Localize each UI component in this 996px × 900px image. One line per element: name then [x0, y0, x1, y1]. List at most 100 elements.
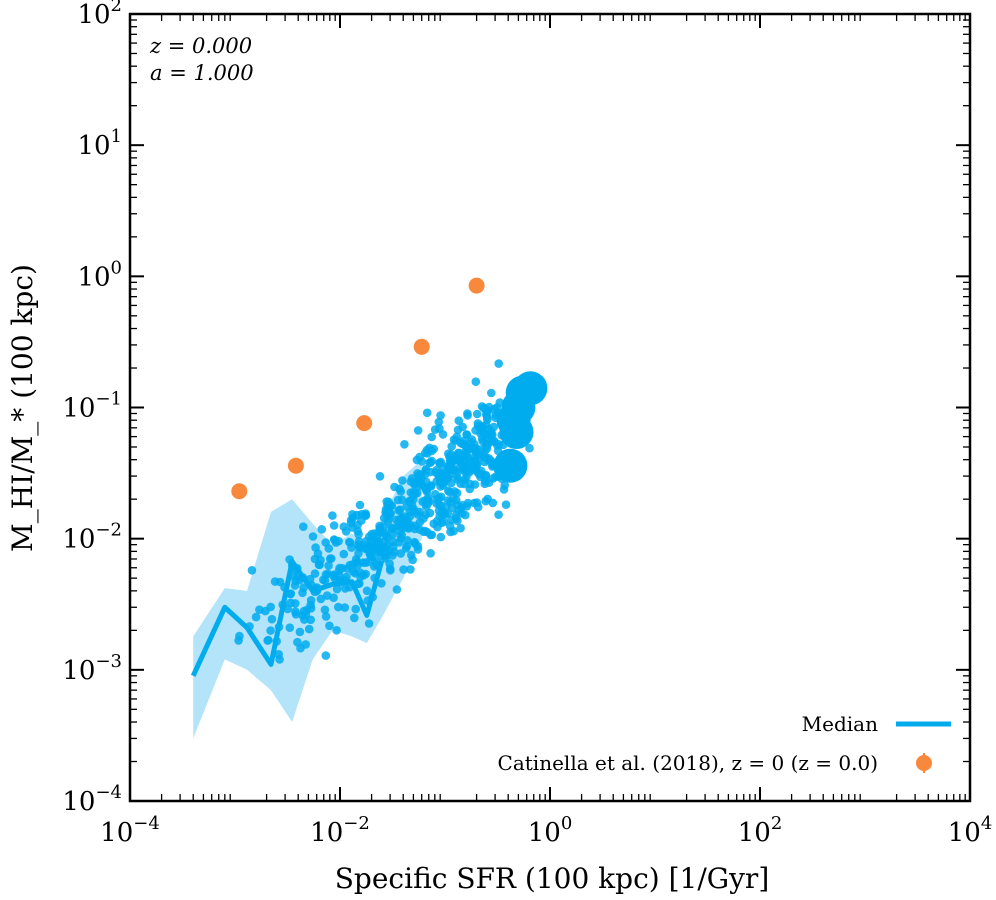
- scatter-point: [415, 525, 425, 534]
- scatter-point: [425, 458, 434, 468]
- legend: Median Catinella et al. (2018), z = 0 (z…: [498, 712, 951, 775]
- scatter-point: [405, 507, 415, 517]
- scatter-point: [422, 408, 432, 418]
- scatter-point: [477, 402, 487, 411]
- scatter-point: [417, 457, 427, 466]
- scatter-point: [448, 503, 457, 513]
- y-tick-label: 101: [77, 126, 122, 161]
- scatter-point: [447, 442, 457, 451]
- scatter-point: [461, 510, 470, 520]
- scatter-point: [499, 485, 509, 494]
- scatter-point: [437, 518, 447, 528]
- scatter-point: [436, 482, 445, 491]
- large-point: [493, 448, 528, 483]
- scatter-point: [418, 497, 427, 507]
- scatter-point: [354, 543, 364, 552]
- scatter-point: [436, 532, 446, 542]
- observation-point: [468, 277, 485, 294]
- x-tick-label: 102: [738, 813, 783, 848]
- legend-observation-label: Catinella et al. (2018), z = 0 (z = 0.0): [498, 751, 878, 775]
- scatter-point: [489, 422, 499, 432]
- scatter-point: [427, 432, 437, 442]
- scatter-point: [443, 496, 453, 505]
- scatter-point: [340, 603, 350, 612]
- scatter-point: [452, 495, 461, 505]
- scatter-point: [395, 538, 404, 547]
- scatter-point: [463, 453, 472, 463]
- scatter-point: [339, 549, 349, 559]
- scatter-point: [476, 445, 486, 455]
- scatter-point: [350, 613, 359, 623]
- scatter-point: [346, 515, 356, 525]
- scatter-point: [466, 466, 475, 475]
- observation-point: [287, 457, 304, 474]
- scatter-point: [323, 569, 333, 578]
- scatter-point: [355, 568, 365, 577]
- scatter-point: [266, 602, 276, 612]
- scatter-point: [397, 495, 407, 505]
- scatter-point: [380, 537, 389, 547]
- scatter-point: [375, 472, 385, 481]
- scatter-point: [291, 610, 301, 619]
- scatter-point: [434, 417, 444, 427]
- scatter-point: [494, 359, 504, 368]
- scatter-point: [332, 626, 341, 635]
- scatter-point: [470, 480, 480, 489]
- scatter-point: [454, 416, 464, 426]
- scatter-point: [328, 511, 337, 520]
- scatter-point: [436, 411, 445, 420]
- scatter-point: [251, 612, 261, 622]
- scatter-point: [322, 591, 332, 600]
- y-tick-label: 10−3: [62, 651, 122, 686]
- scatter-point: [422, 487, 432, 497]
- scatter-point: [484, 402, 494, 412]
- scatter-point: [267, 614, 277, 624]
- scatter-point: [372, 531, 382, 540]
- median-line: [190, 559, 385, 677]
- scatter-point: [352, 557, 362, 566]
- scatter-point: [447, 478, 456, 488]
- scatter-point: [375, 521, 384, 531]
- scatter-point: [405, 497, 414, 506]
- scatter-point: [413, 469, 422, 478]
- scatter-point: [463, 411, 472, 420]
- observation-point: [413, 338, 430, 355]
- scatter-point: [410, 489, 420, 499]
- scatter-point: [415, 517, 425, 527]
- scatter-point: [306, 604, 316, 613]
- scatter-point: [456, 523, 465, 533]
- y-tick-label: 10−1: [62, 389, 122, 424]
- scatter-point: [425, 508, 435, 518]
- scatter-point: [347, 543, 356, 552]
- scatter-point: [377, 579, 386, 588]
- scatter-point: [445, 521, 455, 531]
- x-tick-label: 10−2: [310, 813, 370, 848]
- scatter-point: [452, 432, 462, 442]
- scatter-point: [484, 454, 494, 463]
- y-tick-label: 100: [77, 257, 122, 292]
- scatter-point: [385, 559, 394, 568]
- scatter-point: [314, 560, 324, 569]
- scatter-point: [426, 549, 435, 558]
- scatter-point: [247, 566, 257, 575]
- scatter-point: [384, 514, 393, 523]
- scatter-point: [398, 476, 407, 485]
- scatter-point: [452, 488, 462, 498]
- scatter-point: [431, 489, 440, 499]
- scatter-point: [442, 472, 451, 482]
- scatter-point: [449, 465, 459, 475]
- scatter-point: [430, 425, 440, 434]
- tick-label-layer: 10−4 10−2 100 102 104 10−4 10−3 10−2 10−1 100 101 1…: [62, 0, 992, 848]
- observation-point: [231, 483, 248, 500]
- scatter-point: [407, 550, 416, 560]
- scatter-point: [459, 436, 469, 446]
- scatter-point: [400, 440, 409, 449]
- scatter-point: [285, 623, 295, 632]
- scatter-point: [451, 514, 461, 523]
- scatter-point: [492, 403, 502, 412]
- scatter-point: [340, 584, 350, 593]
- scatter-point: [443, 461, 453, 471]
- scatter-point: [488, 498, 498, 508]
- scatter-point: [330, 535, 340, 545]
- scatter-point: [264, 635, 273, 645]
